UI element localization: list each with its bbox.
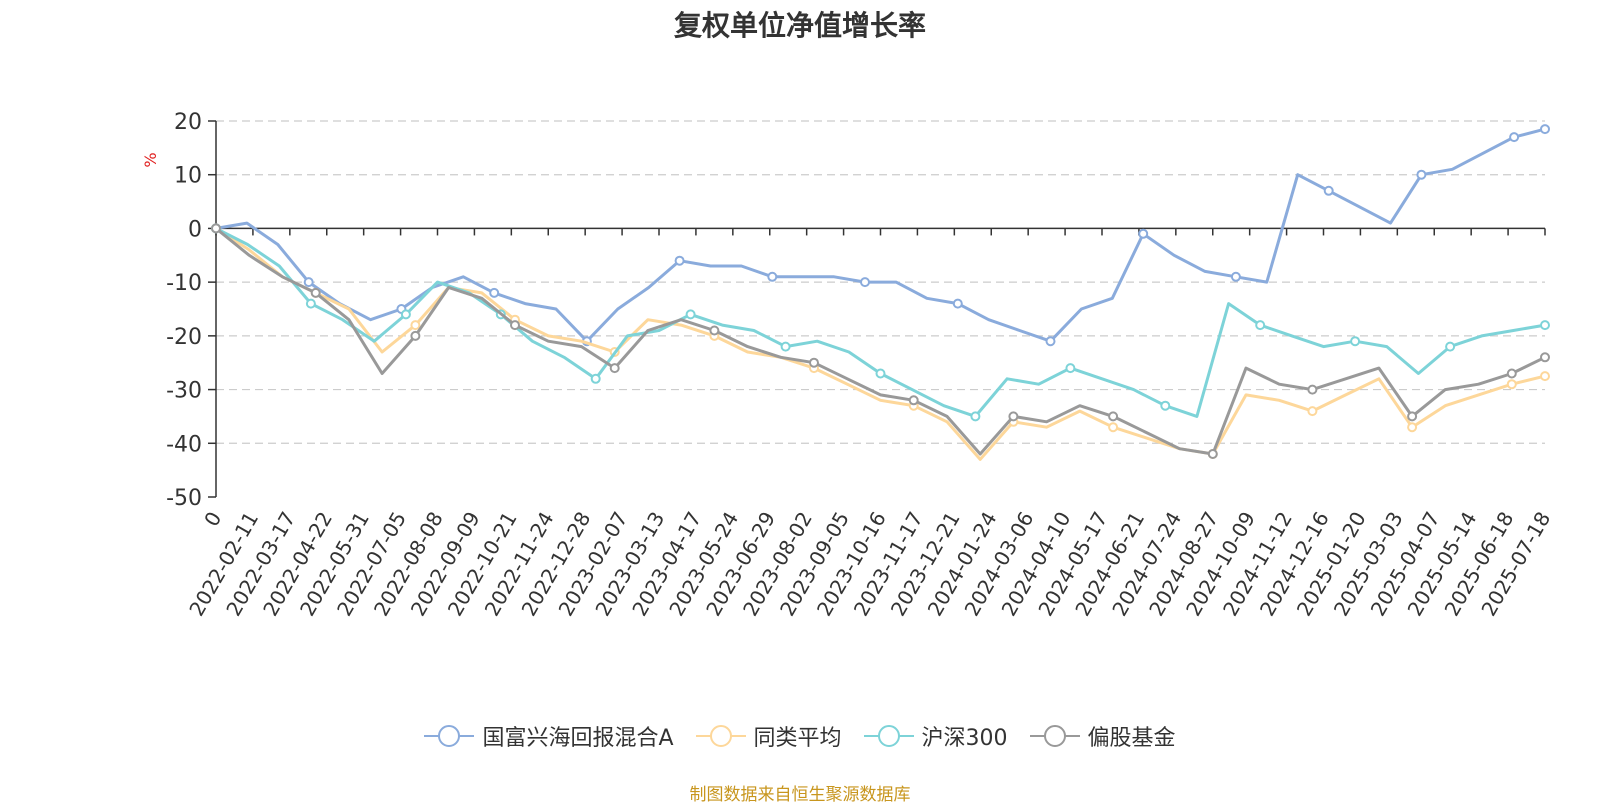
series-point <box>510 320 520 331</box>
series-point <box>305 298 316 309</box>
y-tick-label: -10 <box>166 271 202 296</box>
series-point <box>1045 336 1056 347</box>
series-point <box>809 357 819 368</box>
y-axis-label: % <box>141 152 160 167</box>
series-point <box>1108 422 1119 433</box>
series-point <box>1065 363 1076 374</box>
series-point <box>303 277 314 288</box>
series-point <box>410 320 421 331</box>
series-point <box>685 309 696 320</box>
legend-item[interactable]: 同类平均 <box>695 720 842 752</box>
series-point <box>875 368 886 379</box>
series-point <box>1509 132 1520 143</box>
source-note: 制图数据来自恒生聚源数据库 <box>689 785 911 805</box>
series-point <box>1407 422 1418 433</box>
y-tick-label: 0 <box>188 217 202 242</box>
series-point <box>1255 320 1266 331</box>
y-tick-label: -30 <box>166 379 202 404</box>
series-point <box>1506 368 1517 379</box>
series-point <box>1506 379 1517 390</box>
line-chart: % 20100-10-20-30-40-5002022-02-112022-03… <box>141 110 1555 620</box>
series-point <box>1160 400 1171 411</box>
series-line <box>215 227 1546 461</box>
series-point <box>489 287 500 298</box>
legend-marker-icon <box>863 724 914 748</box>
series-point <box>952 298 963 309</box>
series-point <box>1230 271 1241 282</box>
legend-label: 同类平均 <box>753 726 842 751</box>
series-point <box>780 341 791 352</box>
series-point <box>1540 352 1550 363</box>
series-point <box>310 287 321 298</box>
series-point <box>1108 411 1119 422</box>
legend-marker-icon <box>424 724 475 748</box>
series-point <box>709 325 720 336</box>
y-tick-label: -20 <box>166 325 202 350</box>
series-point <box>908 395 919 406</box>
y-tick-label: 10 <box>174 164 202 189</box>
series-point <box>1540 371 1550 382</box>
x-tick-label: 0 <box>199 508 226 531</box>
series-point <box>1207 449 1218 459</box>
series-lines <box>211 124 1550 461</box>
series-point <box>674 255 685 266</box>
series-point <box>211 223 221 234</box>
series-point <box>1307 384 1318 395</box>
series-point <box>1445 341 1456 352</box>
legend-marker-icon <box>695 724 746 748</box>
series-line <box>215 227 1546 456</box>
series-point <box>860 277 870 288</box>
series-point <box>970 411 981 422</box>
legend-marker-icon <box>1029 724 1080 748</box>
series-point <box>1008 411 1019 422</box>
axes: % 20100-10-20-30-40-5002022-02-112022-03… <box>141 110 1555 620</box>
y-tick-label: -40 <box>166 432 202 457</box>
series-point <box>1138 228 1149 239</box>
legend-item[interactable]: 国富兴海回报混合A <box>424 720 674 752</box>
series-point <box>1307 406 1318 417</box>
series-point <box>1540 124 1550 135</box>
y-tick-label: 20 <box>174 110 202 135</box>
series-point <box>1323 185 1334 196</box>
legend-label: 国富兴海回报混合A <box>482 726 674 751</box>
series-point <box>767 271 778 282</box>
series-point <box>1416 169 1427 180</box>
series-point <box>410 330 421 341</box>
legend-item[interactable]: 偏股基金 <box>1029 720 1176 752</box>
series-point <box>400 309 411 320</box>
legend-item[interactable]: 沪深300 <box>863 720 1008 752</box>
series-point <box>1350 336 1361 347</box>
series-point <box>1407 411 1418 422</box>
series-point <box>590 373 601 384</box>
legend-label: 偏股基金 <box>1087 726 1176 751</box>
series-point <box>1540 320 1550 331</box>
chart-title: 复权单位净值增长率 <box>673 9 926 42</box>
legend: 国富兴海回报混合A 同类平均 沪深300 偏股基金 <box>0 720 1600 752</box>
legend-label: 沪深300 <box>921 726 1008 751</box>
y-tick-label: -50 <box>166 486 202 511</box>
series-line <box>215 127 1546 343</box>
series-point <box>609 363 620 374</box>
